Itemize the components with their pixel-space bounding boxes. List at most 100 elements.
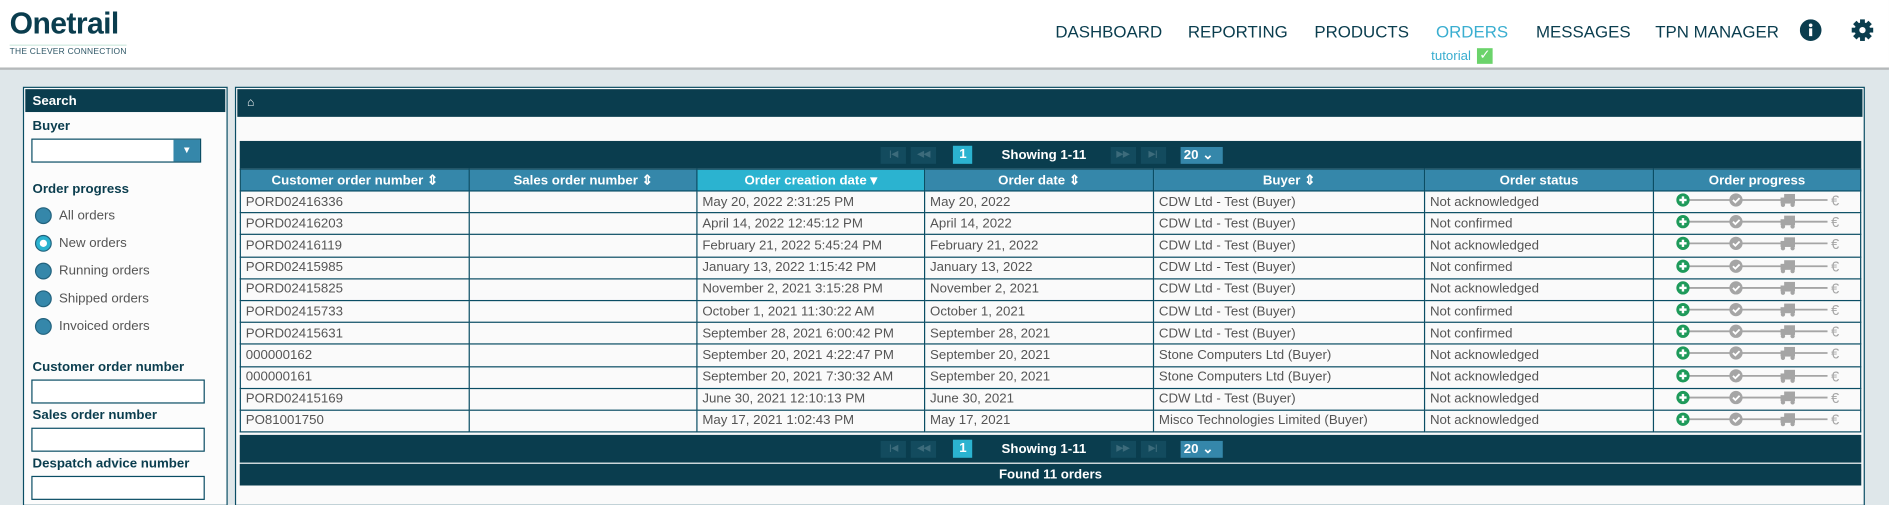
truck-icon (1779, 194, 1795, 208)
nav-reporting[interactable]: REPORTING (1187, 21, 1288, 41)
cell (468, 212, 698, 236)
table-row[interactable]: PORD02416336 May 20, 2022 2:31:25 PM May 2… (239, 190, 1862, 214)
order-progress-label: Order progress (32, 181, 130, 197)
column-header[interactable]: Order date ⇕ (924, 168, 1155, 192)
cell: Not confirmed (1423, 321, 1655, 345)
cell: CDW Ltd - Test (Buyer) (1152, 234, 1426, 258)
sales-order-number-input[interactable] (31, 427, 205, 452)
page-number-button[interactable]: 1 (953, 145, 973, 164)
radio-label: All orders (59, 208, 116, 223)
nav-products[interactable]: PRODUCTS (1314, 21, 1409, 41)
cell: PORD02415733 (239, 299, 470, 324)
customer-order-number-input[interactable] (31, 379, 205, 404)
truck-icon (1779, 215, 1795, 229)
table-row[interactable]: PORD02415825 November 2, 2021 3:15:28 PM N… (239, 277, 1862, 302)
onetrail-logo[interactable]: Onetrail THE CLEVER CONNECTION (9, 7, 127, 57)
table-row[interactable]: PO81001750 May 17, 2021 1:02:43 PM May 17,… (239, 409, 1862, 433)
radio-new-orders[interactable]: New orders (34, 234, 127, 252)
nav-orders[interactable]: ORDERS (1436, 21, 1509, 41)
page-number-button[interactable]: 1 (953, 439, 973, 458)
cell: Not acknowledged (1423, 234, 1655, 258)
cell: April 14, 2022 12:45:12 PM (696, 212, 926, 236)
progress-cell: € (1652, 387, 1862, 411)
cell: Misco Technologies Limited (Buyer) (1152, 409, 1426, 433)
last-page-button[interactable]: ▶| (1140, 146, 1166, 164)
plus-circle-icon (1675, 281, 1689, 295)
next-page-button[interactable]: ▶▶ (1110, 146, 1136, 164)
order-progress-icons: € (1675, 303, 1839, 319)
plus-circle-icon (1675, 259, 1689, 273)
table-row[interactable]: PORD02415985 January 13, 2022 1:15:42 PM J… (239, 256, 1862, 280)
nav-messages[interactable]: MESSAGES (1535, 21, 1631, 41)
table-row[interactable]: 000000161 September 20, 2021 7:30:32 AM Se… (239, 365, 1862, 389)
truck-icon (1779, 237, 1795, 251)
table-row[interactable]: PORD02415169 June 30, 2021 12:10:13 PM Jun… (239, 387, 1862, 411)
table-row[interactable]: PORD02415733 October 1, 2021 11:30:22 AM O… (239, 299, 1862, 324)
info-icon[interactable] (1799, 19, 1822, 41)
order-progress-icons: € (1675, 237, 1839, 253)
chevron-down-icon[interactable]: ▼ (173, 139, 200, 162)
home-icon[interactable]: ⌂ (246, 96, 255, 110)
prev-page-button[interactable]: ◀◀ (911, 146, 937, 164)
cell (468, 299, 698, 324)
cell: PORD02416336 (239, 190, 470, 214)
order-progress-icons: € (1675, 412, 1839, 429)
cell: PORD02416203 (239, 212, 470, 236)
check-circle-icon (1728, 237, 1742, 251)
nav-dashboard[interactable]: DASHBOARD (1055, 21, 1163, 41)
column-header[interactable]: Order progress (1652, 168, 1862, 192)
tutorial-toggle[interactable]: tutorial ✓ (1431, 48, 1493, 64)
radio-circle[interactable] (34, 290, 52, 308)
cell: September 28, 2021 (924, 321, 1155, 345)
cell: October 1, 2021 (924, 299, 1155, 324)
cell: September 20, 2021 (924, 343, 1155, 367)
first-page-button[interactable]: |◀ (881, 440, 907, 458)
prev-page-button[interactable]: ◀◀ (911, 440, 937, 458)
plus-circle-icon (1675, 390, 1689, 404)
nav-tpn-manager[interactable]: TPN MANAGER (1655, 21, 1779, 41)
field-label: Sales order number (32, 408, 158, 423)
check-circle-icon (1728, 412, 1742, 426)
gear-icon[interactable] (1851, 19, 1874, 41)
column-header[interactable]: Sales order number ⇕ (468, 168, 698, 192)
progress-cell: € (1652, 212, 1862, 236)
radio-circle[interactable] (34, 318, 52, 335)
euro-icon: € (1831, 325, 1839, 340)
column-header[interactable]: Order creation date ▾ (696, 168, 926, 192)
page-size-select[interactable]: 20 ⌄ (1180, 440, 1223, 458)
cell: PO81001750 (239, 409, 470, 433)
column-header[interactable]: Customer order number ⇕ (239, 168, 470, 192)
radio-circle[interactable] (34, 234, 52, 252)
plus-circle-icon (1675, 303, 1689, 317)
column-header[interactable]: Buyer ⇕ (1152, 168, 1426, 192)
cell: Not acknowledged (1423, 409, 1655, 433)
column-header[interactable]: Order status (1423, 168, 1655, 192)
cell: May 20, 2022 2:31:25 PM (696, 190, 926, 214)
next-page-button[interactable]: ▶▶ (1110, 440, 1136, 458)
table-row[interactable]: PORD02416203 April 14, 2022 12:45:12 PM Ap… (239, 212, 1862, 236)
order-progress-icons: € (1675, 215, 1839, 231)
first-page-button[interactable]: |◀ (881, 146, 907, 164)
radio-circle[interactable] (34, 262, 52, 280)
euro-icon: € (1831, 215, 1839, 230)
despatch-advice-number-input[interactable] (31, 475, 205, 500)
radio-shipped-orders[interactable]: Shipped orders (34, 290, 149, 308)
radio-running-orders[interactable]: Running orders (34, 262, 150, 280)
table-row[interactable]: 000000162 September 20, 2021 4:22:47 PM Se… (239, 343, 1862, 367)
buyer-select[interactable]: ▼ (31, 138, 202, 163)
table-row[interactable]: PORD02416119 February 21, 2022 5:45:24 PM… (239, 234, 1862, 258)
radio-invoiced-orders[interactable]: Invoiced orders (34, 318, 150, 335)
plus-circle-icon (1675, 368, 1689, 383)
cell: April 14, 2022 (924, 212, 1155, 236)
radio-all-orders[interactable]: All orders (34, 207, 116, 225)
last-page-button[interactable]: ▶| (1140, 440, 1166, 458)
page-size-select[interactable]: 20 ⌄ (1180, 146, 1223, 164)
euro-icon: € (1831, 194, 1839, 209)
radio-circle[interactable] (34, 207, 52, 225)
pager-top: |◀ ◀◀ 1 Showing 1-11 ▶▶ ▶| 20 ⌄ (239, 140, 1862, 169)
cell: Not acknowledged (1423, 277, 1655, 302)
table-row[interactable]: PORD02415631 September 28, 2021 6:00:42 P… (239, 321, 1862, 345)
truck-icon (1779, 391, 1795, 405)
cell: May 17, 2021 1:02:43 PM (696, 409, 926, 433)
plus-circle-icon (1675, 215, 1689, 229)
